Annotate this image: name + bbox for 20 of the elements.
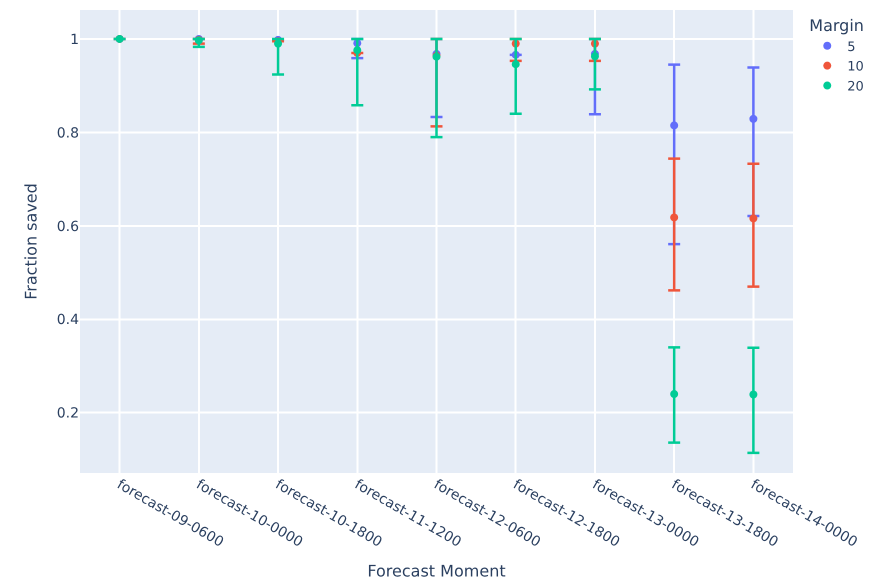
x-axis-title: Forecast Moment — [367, 561, 506, 580]
legend-title: Margin — [809, 16, 864, 35]
y-tick-label: 0.4 — [56, 312, 80, 328]
point — [670, 390, 678, 398]
legend-label: 5 — [847, 40, 856, 55]
y-tick-label: 1 — [70, 32, 79, 48]
point — [749, 214, 758, 222]
point — [749, 114, 758, 123]
y-tick-label: 0.6 — [56, 218, 80, 235]
point — [512, 60, 520, 68]
point — [670, 121, 678, 130]
y-tick-label: 0.2 — [56, 406, 79, 422]
y-tick-label: 0.8 — [56, 125, 79, 142]
y-axis-title: Fraction saved — [22, 183, 41, 300]
point — [670, 213, 678, 222]
legend-label: 10 — [847, 60, 864, 75]
point — [749, 390, 758, 399]
point — [274, 40, 282, 48]
legend-label: 20 — [847, 80, 864, 95]
point — [353, 46, 362, 54]
